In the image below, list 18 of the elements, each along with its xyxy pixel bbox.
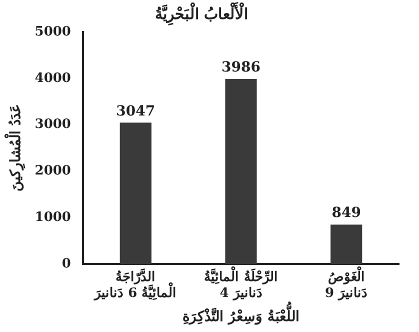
bar	[120, 122, 152, 264]
y-tick-label: 0	[62, 256, 71, 272]
data-label: 3047	[116, 103, 156, 120]
chart-title: الْأَلْعابُ الْبَحْرِيَّةُ	[154, 2, 248, 26]
bar	[225, 79, 257, 264]
y-tick-label: 2000	[34, 164, 71, 179]
data-label: 3986	[222, 60, 260, 76]
y-tick-label: 1000	[34, 210, 71, 225]
x-tick-label: الْغَوْصُ 9 دَنانيرَ	[325, 266, 368, 301]
y-tick-label: 4000	[34, 70, 71, 86]
x-axis-title: اللُّعْبَةُ وَسِعْرُ التَّذْكِرَةِ	[182, 301, 300, 326]
y-tick-label: 3000	[34, 117, 71, 132]
y-tick-label: 5000	[34, 24, 71, 40]
x-tick-label: الدَّرّاجَةُ الْمائِيَّةُ 6 دَنانيرَ	[94, 268, 177, 301]
x-tick-label: الرِّحْلَةُ الْمائِيَّةُ 4 دَنانيرَ	[204, 266, 278, 301]
bar	[330, 224, 362, 264]
data-label: 849	[332, 205, 361, 222]
y-axis-title: عَدَدُ الْمُشارِكينَ	[4, 104, 26, 192]
